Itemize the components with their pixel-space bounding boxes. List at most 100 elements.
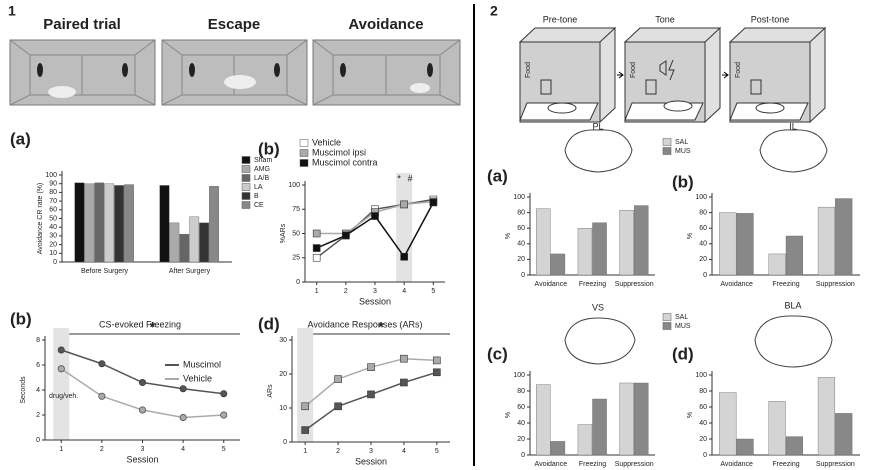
marker bbox=[400, 355, 407, 362]
y-tick-label: 60 bbox=[699, 225, 707, 232]
y-tick-label: 80 bbox=[699, 388, 707, 395]
y-tick-label: 80 bbox=[517, 209, 525, 216]
y-tick-label: 40 bbox=[699, 420, 707, 427]
x-tick-label: 4 bbox=[402, 448, 406, 455]
scene-title: Tone bbox=[655, 14, 675, 24]
food-label: Food bbox=[735, 62, 742, 78]
shaded-session bbox=[297, 328, 313, 442]
scene-title: Pre-tone bbox=[543, 14, 578, 24]
bar bbox=[737, 213, 754, 275]
bar bbox=[593, 399, 607, 455]
x-axis-label: Session bbox=[359, 296, 391, 306]
legend-label: Vehicle bbox=[312, 137, 341, 147]
y-tick-label: 20 bbox=[517, 256, 525, 263]
legend-swatch bbox=[300, 140, 308, 147]
bar bbox=[160, 185, 169, 262]
marker bbox=[139, 379, 145, 385]
bar bbox=[536, 385, 550, 455]
scene-title: Post-tone bbox=[751, 14, 790, 24]
y-tick-label: 8 bbox=[36, 337, 40, 344]
food-label: Food bbox=[525, 62, 532, 78]
y-tick-label: 20 bbox=[517, 436, 525, 443]
y-tick-label: 0 bbox=[521, 452, 525, 459]
y-tick-label: 20 bbox=[279, 371, 287, 378]
marker bbox=[139, 407, 145, 413]
legend-swatch bbox=[242, 202, 250, 209]
x-tick-label: Avoidance bbox=[535, 461, 568, 468]
bar bbox=[199, 223, 208, 262]
bar bbox=[769, 401, 786, 455]
scene-panels bbox=[10, 40, 460, 105]
marker bbox=[180, 386, 186, 392]
y-tick-label: 0 bbox=[703, 272, 707, 279]
x-tick-label: Avoidance bbox=[720, 281, 753, 288]
x-tick-label: 3 bbox=[373, 288, 377, 295]
significance-mark: * bbox=[150, 319, 156, 335]
legend-swatch bbox=[663, 323, 671, 330]
y-axis-label: % bbox=[505, 412, 512, 418]
scene-title: Avoidance bbox=[348, 16, 423, 33]
legend-label: Muscimol contra bbox=[312, 157, 378, 167]
significance-mark: # bbox=[408, 173, 413, 183]
marker bbox=[335, 376, 342, 383]
y-axis-label: % bbox=[687, 412, 694, 418]
panel-label: (d) bbox=[672, 344, 694, 363]
bar bbox=[835, 199, 852, 275]
bar bbox=[209, 186, 218, 262]
x-tick-label: 3 bbox=[141, 446, 145, 453]
marker bbox=[58, 347, 64, 353]
x-tick-label: Freezing bbox=[772, 461, 799, 468]
legend-swatch bbox=[242, 157, 250, 164]
legend-label: LA bbox=[254, 184, 263, 191]
legend-label: AMG bbox=[254, 166, 270, 173]
y-tick-label: 60 bbox=[699, 404, 707, 411]
series-line bbox=[61, 350, 224, 394]
y-tick-label: 0 bbox=[296, 279, 300, 286]
y-tick-label: 80 bbox=[517, 388, 525, 395]
region-label: BLA bbox=[784, 300, 801, 310]
scene-title: Paired trial bbox=[43, 16, 121, 33]
marker bbox=[313, 230, 320, 237]
x-tick-label: Suppression bbox=[816, 281, 855, 288]
bar bbox=[551, 254, 565, 275]
panel-label: (b) bbox=[258, 139, 280, 158]
y-axis-label: % bbox=[687, 233, 694, 239]
bar bbox=[124, 185, 133, 262]
food-label: Food bbox=[630, 62, 637, 78]
marker bbox=[401, 253, 408, 260]
bar bbox=[620, 210, 634, 275]
bar bbox=[786, 236, 803, 275]
bar bbox=[85, 184, 94, 262]
y-axis-label: % bbox=[505, 233, 512, 239]
region-label: PL bbox=[592, 121, 603, 131]
marker bbox=[302, 403, 309, 410]
y-tick-label: 30 bbox=[49, 233, 57, 240]
marker bbox=[368, 391, 375, 398]
x-tick-label: Suppression bbox=[615, 281, 654, 288]
bar bbox=[75, 183, 84, 262]
marker bbox=[368, 364, 375, 371]
bar bbox=[578, 228, 592, 275]
bar bbox=[818, 377, 835, 455]
legend-label: Muscimol ipsi bbox=[312, 147, 366, 157]
y-tick-label: 80 bbox=[49, 189, 57, 196]
y-tick-label: 100 bbox=[288, 182, 300, 189]
marker bbox=[180, 414, 186, 420]
x-tick-label: Avoidance bbox=[720, 461, 753, 468]
y-tick-label: 0 bbox=[36, 437, 40, 444]
x-tick-label: 4 bbox=[181, 446, 185, 453]
marker bbox=[401, 201, 408, 208]
legend-swatch bbox=[663, 139, 671, 146]
legend-swatch bbox=[242, 175, 250, 182]
marker bbox=[430, 199, 437, 206]
marker bbox=[335, 403, 342, 410]
x-tick-label: Freezing bbox=[772, 281, 799, 288]
marker bbox=[372, 213, 379, 220]
bar bbox=[578, 425, 592, 455]
bar bbox=[737, 439, 754, 455]
shaded-session bbox=[396, 173, 412, 282]
x-tick-label: Before Surgery bbox=[81, 268, 129, 275]
x-tick-label: Freezing bbox=[579, 281, 606, 288]
x-tick-label: 1 bbox=[315, 288, 319, 295]
marker bbox=[342, 232, 349, 239]
